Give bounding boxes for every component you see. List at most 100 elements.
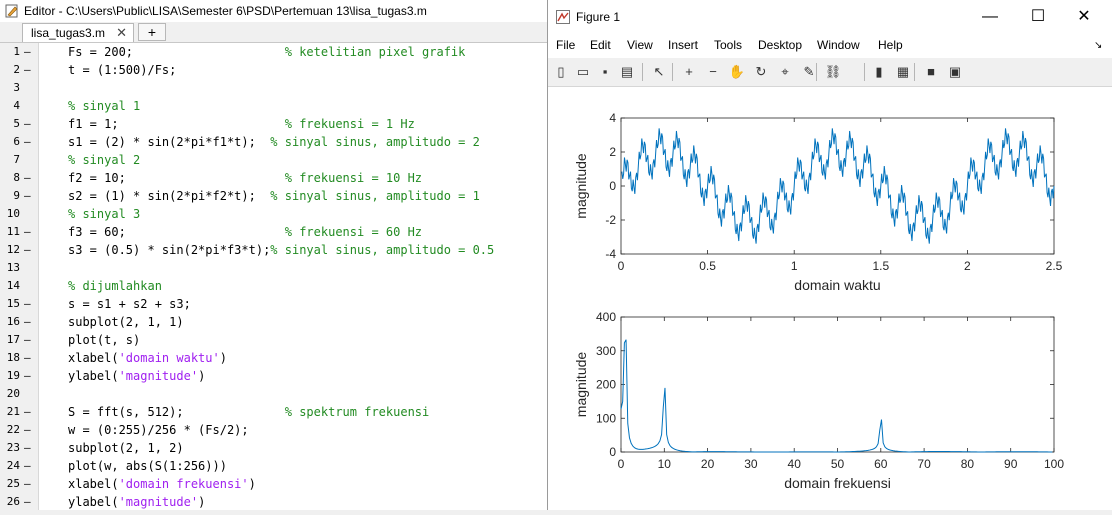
line-number: 22 <box>6 423 20 436</box>
code-line[interactable]: plot(t, s) <box>68 331 140 349</box>
close-window-button[interactable]: ✕ <box>1077 8 1091 25</box>
dock-icon[interactable]: ▣ <box>948 64 962 79</box>
menu-help[interactable]: Help <box>878 38 903 52</box>
menu-window[interactable]: Window <box>817 38 860 52</box>
open-file-icon[interactable]: ▭ <box>576 64 590 79</box>
x-tick-label: 50 <box>831 457 845 471</box>
rotate-icon[interactable]: ↻ <box>755 64 767 79</box>
tab-lisa-tugas3[interactable]: lisa_tugas3.m ✕ <box>22 23 134 42</box>
zoom-in-icon[interactable]: + <box>685 64 693 79</box>
breakpoint-marker[interactable]: — <box>24 189 31 202</box>
code-line[interactable]: % sinyal 1 <box>68 97 140 115</box>
code-line[interactable]: xlabel('domain frekuensi') <box>68 475 256 493</box>
breakpoint-marker[interactable]: — <box>24 441 31 454</box>
pointer-icon[interactable]: ↖ <box>653 64 665 79</box>
line-number: 5 <box>13 117 20 130</box>
breakpoint-marker[interactable]: — <box>24 333 31 346</box>
line-number: 19 <box>6 369 20 382</box>
y-tick-label: -2 <box>605 213 616 227</box>
colorbar-icon[interactable]: ▮ <box>875 64 883 79</box>
code-line[interactable]: ylabel('magnitude') <box>68 493 205 511</box>
code-line[interactable]: plot(w, abs(S(1:256))) <box>68 457 227 475</box>
new-figure-icon[interactable]: ▯ <box>557 64 565 79</box>
code-line[interactable]: s1 = (2) * sin(2*pi*f1*t); % sinyal sinu… <box>68 133 480 151</box>
code-line[interactable]: t = (1:500)/Fs; <box>68 61 176 79</box>
code-line[interactable]: % sinyal 3 <box>68 205 140 223</box>
x-tick-label: 90 <box>1004 457 1018 471</box>
brush-icon[interactable]: ✎ <box>803 64 815 79</box>
editor-app-icon <box>5 4 18 18</box>
code-line[interactable]: f2 = 10; % frekuensi = 10 Hz <box>68 169 422 187</box>
code-line[interactable]: subplot(2, 1, 2) <box>68 439 184 457</box>
code-line[interactable]: ylabel('magnitude') <box>68 367 205 385</box>
plot-area[interactable]: 0 0.5 1 1.5 2 2.5 -4 -2 0 2 4 domain waktu magnitude… <box>548 87 1112 510</box>
breakpoint-marker[interactable]: — <box>24 423 31 436</box>
figure-canvas[interactable]: 0 0.5 1 1.5 2 2.5 -4 -2 0 2 4 domain waktu magnitude… <box>548 87 1112 510</box>
save-icon[interactable]: ▪ <box>602 64 608 79</box>
line-number: 18 <box>6 351 20 364</box>
data-cursor-icon[interactable]: ⌖ <box>781 64 789 79</box>
breakpoint-marker[interactable]: — <box>24 171 31 184</box>
tab-label: lisa_tugas3.m <box>31 26 106 40</box>
close-tab-icon[interactable]: ✕ <box>116 25 127 40</box>
code-comment: % ketelitian pixel grafik <box>284 45 466 59</box>
hide-tools-icon[interactable]: ■ <box>927 64 935 79</box>
code-line[interactable]: s3 = (0.5) * sin(2*pi*f3*t);% sinyal sin… <box>68 241 494 259</box>
code-text: s1 = (2) * sin(2*pi*f1*t); <box>68 135 256 149</box>
link-icon[interactable]: ⛓ <box>824 64 842 79</box>
menu-insert[interactable]: Insert <box>668 38 699 52</box>
breakpoint-marker[interactable]: — <box>24 405 31 418</box>
code-padding <box>126 171 285 185</box>
code-line[interactable]: f3 = 60; % frekuensi = 60 Hz <box>68 223 422 241</box>
breakpoint-marker[interactable]: — <box>24 243 31 256</box>
breakpoint-marker[interactable]: — <box>24 225 31 238</box>
code-padding <box>256 189 270 203</box>
code-line[interactable]: % sinyal 2 <box>68 151 140 169</box>
pan-icon[interactable]: ✋ <box>728 64 746 79</box>
code-line[interactable]: S = fft(s, 512); % spektrum frekuensi <box>68 403 429 421</box>
code-line[interactable]: f1 = 1; % frekuensi = 1 Hz <box>68 115 415 133</box>
menu-edit[interactable]: Edit <box>590 38 611 52</box>
minimize-button[interactable]: — <box>982 8 998 25</box>
code-line[interactable]: xlabel('domain waktu') <box>68 349 227 367</box>
breakpoint-marker[interactable]: — <box>24 297 31 310</box>
breakpoint-marker[interactable]: — <box>24 45 31 58</box>
zoom-out-icon[interactable]: − <box>709 64 717 79</box>
y-tick-label: 300 <box>596 344 616 358</box>
figure-window: Figure 1 — ☐ ✕ File Edit View Insert Too… <box>547 0 1112 510</box>
breakpoint-marker[interactable]: — <box>24 315 31 328</box>
menu-dock-arrow-icon[interactable]: ↘ <box>1094 40 1103 51</box>
string-literal: 'magnitude' <box>118 369 199 383</box>
breakpoint-marker[interactable]: — <box>24 135 31 148</box>
print-icon[interactable]: ▤ <box>620 64 634 79</box>
line-number: 15 <box>6 297 20 310</box>
code-comment: % sinyal sinus, amplitudo = 0.5 <box>270 243 495 257</box>
code-text: subplot(2, 1, 1) <box>68 315 184 329</box>
menu-desktop[interactable]: Desktop <box>758 38 803 52</box>
breakpoint-marker[interactable]: — <box>24 495 31 508</box>
menu-view[interactable]: View <box>627 38 653 52</box>
breakpoint-marker[interactable]: — <box>24 459 31 472</box>
breakpoint-marker[interactable]: — <box>24 477 31 490</box>
code-line[interactable]: Fs = 200; % ketelitian pixel grafik <box>68 43 465 61</box>
breakpoint-marker[interactable]: — <box>24 369 31 382</box>
breakpoint-marker[interactable]: — <box>24 63 31 76</box>
breakpoint-marker[interactable]: — <box>24 117 31 130</box>
x-tick-label: 40 <box>788 457 802 471</box>
code-line[interactable]: % dijumlahkan <box>68 277 162 295</box>
code-text: ylabel( <box>68 495 119 509</box>
code-text: f2 = 10; <box>68 171 126 185</box>
breakpoint-marker[interactable]: — <box>24 351 31 364</box>
menu-file[interactable]: File <box>556 38 576 52</box>
code-line[interactable]: w = (0:255)/256 * (Fs/2); <box>68 421 249 439</box>
code-line[interactable]: subplot(2, 1, 1) <box>68 313 184 331</box>
code-text: s = s1 + s2 + s3; <box>68 297 191 311</box>
code-line[interactable]: s = s1 + s2 + s3; <box>68 295 191 313</box>
code-line[interactable]: s2 = (1) * sin(2*pi*f2*t); % sinyal sinu… <box>68 187 480 205</box>
menu-tools[interactable]: Tools <box>714 38 743 52</box>
toolbar-separator <box>642 63 643 81</box>
maximize-button[interactable]: ☐ <box>1030 8 1046 25</box>
x-tick-label: 100 <box>1044 457 1064 471</box>
add-tab-button[interactable]: + <box>138 23 166 41</box>
legend-icon[interactable]: ▦ <box>896 64 910 79</box>
